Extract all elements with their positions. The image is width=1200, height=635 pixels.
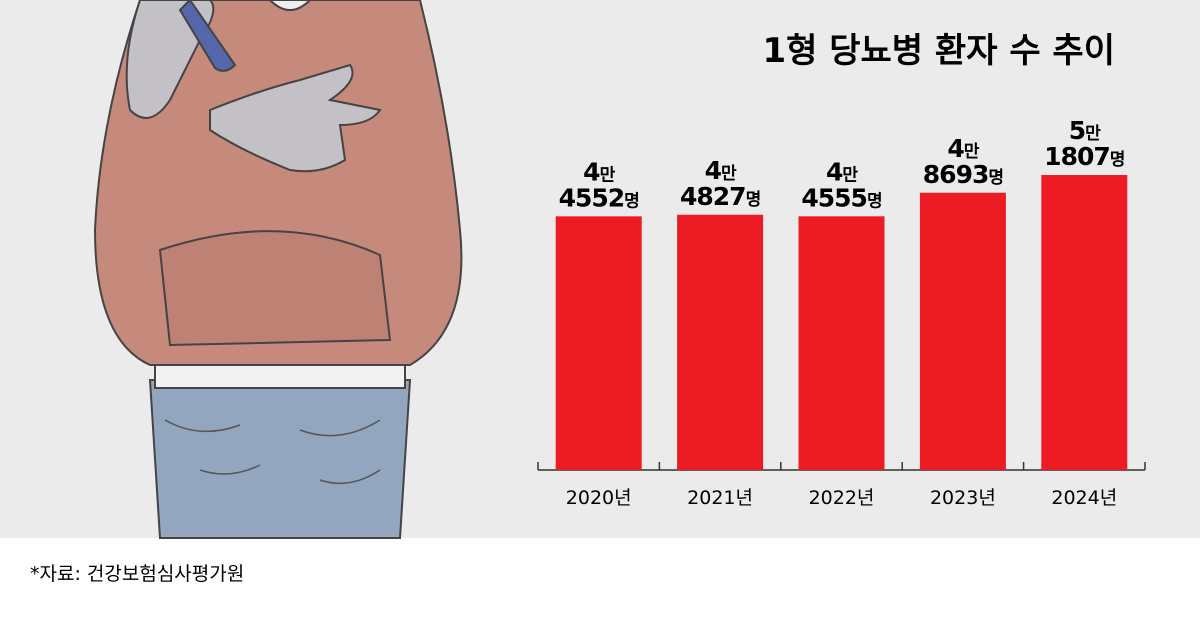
bar [677, 214, 764, 470]
bar [1041, 175, 1128, 470]
value-label: 4만 4555명 [801, 157, 881, 212]
source-note: *자료: 건강보험심사평가원 [30, 563, 244, 585]
value-label: 5만 1807명 [1044, 116, 1124, 171]
bar [798, 216, 885, 470]
value-label: 4만 8693명 [923, 134, 1003, 189]
x-tick-label: 2022년 [809, 487, 875, 509]
x-tick-label: 2021년 [687, 487, 753, 509]
chart-title: 1형 당뇨병 환자 수 추이 [762, 31, 1115, 71]
x-tick-label: 2023년 [930, 487, 996, 509]
x-tick-label: 2024년 [1051, 487, 1117, 509]
bar [919, 192, 1006, 471]
illustration [93, 0, 463, 539]
bar [555, 216, 642, 470]
x-tick-label: 2020년 [566, 487, 632, 509]
value-label: 4만 4552명 [559, 157, 639, 212]
value-label: 4만 4827명 [680, 156, 760, 211]
